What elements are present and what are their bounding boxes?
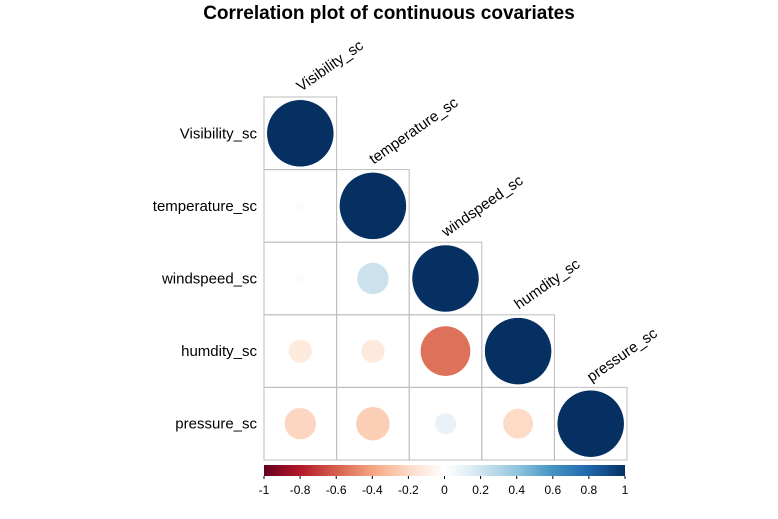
colorbar-tick-label: -0.2 (398, 483, 419, 497)
colorbar-tick-label: 0 (441, 483, 448, 497)
row-label: temperature_sc (153, 198, 258, 215)
row-label: pressure_sc (175, 416, 257, 433)
chart-title: Correlation plot of continuous covariate… (203, 3, 575, 24)
row-labels: Visibility_sc temperature_sc windspeed_sch… (153, 125, 258, 432)
row-label: Visibility_sc (180, 125, 258, 142)
correlation-circle (356, 406, 390, 441)
row-label: humdity_sc (181, 343, 257, 360)
colorbar-tick-label: 0.6 (544, 483, 561, 497)
correlation-circle (420, 326, 471, 376)
correlation-circle (339, 172, 407, 240)
colorbar-tick-label: 0.4 (508, 483, 525, 497)
correlation-circle (266, 99, 335, 168)
correlation-circle (357, 262, 389, 295)
correlation-circle (484, 317, 552, 385)
correlation-circle (361, 339, 385, 363)
correlation-circle (295, 273, 306, 284)
column-label: humdity_sc (511, 255, 583, 313)
correlation-circle (503, 408, 534, 439)
correlation-circle (288, 339, 312, 363)
colorbar-ticks: -1 -0.8 -0.6 -0.4 -0.2 0 0.2 0.4 0.6 0.8 1 (259, 476, 629, 497)
correlation-grid (263, 96, 628, 461)
colorbar (264, 465, 625, 476)
correlation-circle (284, 407, 317, 440)
column-label: windspeed_sc (438, 172, 527, 241)
colorbar-tick-label: -0.8 (290, 483, 311, 497)
grid-cell (553, 386, 628, 461)
colorbar-tick-label: -1 (259, 483, 270, 497)
column-label: temperature_sc (366, 94, 462, 168)
row-label: windspeed_sc (161, 271, 258, 288)
column-label: pressure_sc (584, 325, 661, 386)
correlation-circle (295, 201, 306, 211)
colorbar-tick-label: 1 (622, 483, 629, 497)
colorbar-tick-label: 0.8 (581, 483, 598, 497)
correlation-circle (411, 244, 480, 313)
colorbar-tick-label: -0.6 (326, 483, 347, 497)
colorbar-tick-label: -0.4 (362, 483, 383, 497)
column-label: Visibility_sc (294, 37, 367, 96)
colorbar-tick-label: 0.2 (472, 483, 489, 497)
correlation-circle (434, 413, 457, 435)
correlation-circle (556, 389, 625, 458)
